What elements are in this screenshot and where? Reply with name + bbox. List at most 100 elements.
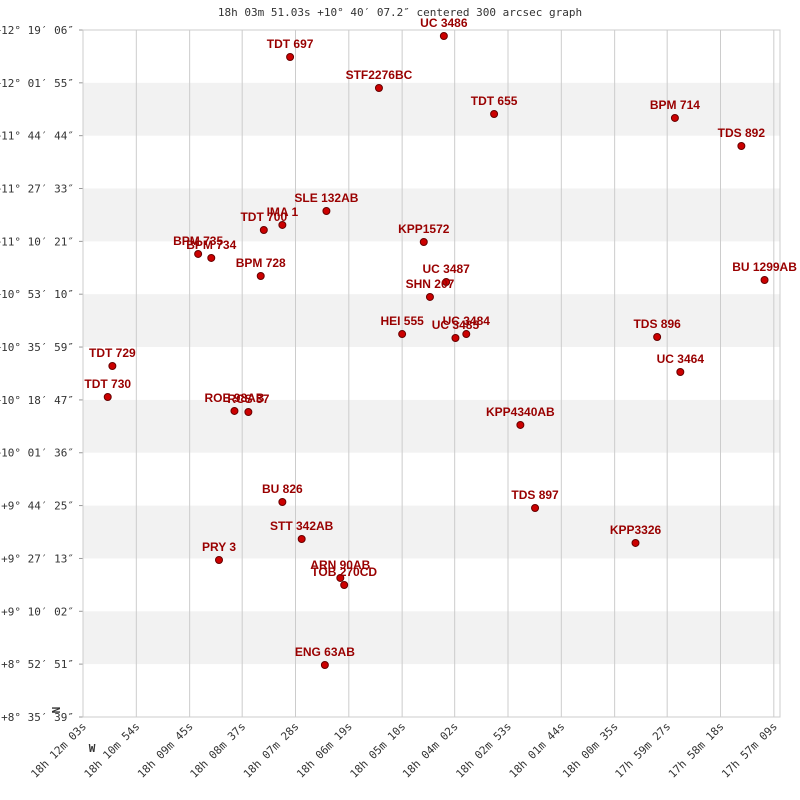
- star-label: RCS 37: [227, 392, 269, 406]
- star-label: BU 826: [262, 482, 303, 496]
- star-point: [442, 278, 451, 287]
- star-point: [286, 53, 295, 62]
- star-point: [103, 392, 112, 401]
- star-label: ENG 63AB: [295, 645, 355, 659]
- star-point: [516, 420, 525, 429]
- x-tick-label: 18h 04m 02s: [400, 720, 461, 781]
- star-point: [670, 113, 679, 122]
- star-label: BPM 714: [650, 98, 700, 112]
- y-tick-label: +9° 10′ 02″: [1, 605, 74, 618]
- star-point: [676, 367, 685, 376]
- x-tick-label: 17h 57m 09s: [719, 720, 780, 781]
- star-label: UC 3484: [443, 314, 491, 328]
- star-point: [215, 555, 223, 564]
- star-label: STT 342AB: [270, 519, 334, 533]
- y-tick-label: +12° 01′ 55″: [0, 77, 74, 90]
- star-label: TDT 730: [84, 377, 131, 391]
- star-point: [322, 206, 331, 215]
- star-label: TDS 897: [511, 488, 559, 502]
- y-tick-label: +11° 27′ 33″: [0, 182, 74, 195]
- star-point: [439, 31, 448, 40]
- star-point: [278, 497, 287, 506]
- star-point: [398, 330, 407, 339]
- y-axis-label: N: [50, 707, 63, 714]
- star-label: TDT 729: [89, 346, 136, 360]
- grid-band: [83, 188, 780, 242]
- y-tick-label: +11° 44′ 44″: [0, 130, 74, 143]
- star-point: [462, 330, 471, 339]
- star-point: [297, 534, 306, 543]
- star-label: UC 3486: [420, 16, 468, 30]
- star-label: TDS 896: [633, 317, 681, 331]
- star-label: KPP1572: [398, 222, 450, 236]
- chart-title: 18h 03m 51.03s +10° 40′ 07.2″ centered 3…: [218, 6, 582, 19]
- star-label: BPM 728: [236, 256, 286, 270]
- star-point: [340, 581, 349, 590]
- grid-band: [83, 294, 780, 348]
- star-label: UC 3487: [422, 262, 470, 276]
- star-label: IMA 1: [267, 205, 299, 219]
- star-point: [737, 142, 746, 151]
- star-label: PRY 3: [202, 540, 236, 554]
- star-point: [425, 292, 434, 301]
- x-tick-label: 18h 01m 44s: [507, 720, 568, 781]
- x-tick-label: 18h 06m 19s: [294, 720, 355, 781]
- y-tick-label: +10° 01′ 36″: [0, 447, 74, 460]
- star-point: [653, 332, 662, 341]
- y-tick-label: +11° 10′ 21″: [0, 235, 74, 248]
- star-point: [108, 361, 117, 370]
- star-point: [207, 253, 216, 262]
- star-label: UC 3485: [432, 318, 480, 332]
- star-label: KPP3326: [610, 523, 662, 537]
- star-point: [194, 249, 203, 258]
- grid: [82, 30, 780, 717]
- star-point: [760, 276, 769, 285]
- star-point: [490, 109, 499, 118]
- x-tick-label: 18h 08m 37s: [188, 720, 249, 781]
- star-point: [631, 538, 640, 547]
- star-point: [320, 660, 329, 669]
- star-label: UC 3464: [657, 352, 705, 366]
- x-tick-label: 18h 12m 03s: [28, 720, 89, 781]
- star-point: [230, 406, 239, 415]
- star-label: TDT 700: [240, 210, 287, 224]
- star-label: BPM 735: [173, 234, 223, 248]
- star-label: ROE 98AB: [204, 391, 264, 405]
- star-label: SLE 132AB: [294, 191, 358, 205]
- star-label: BU 1299AB: [732, 260, 797, 274]
- star-label: TOB 270CD: [311, 565, 377, 579]
- star-label: BPM 734: [186, 238, 236, 252]
- x-tick-label: 17h 59m 27s: [613, 720, 674, 781]
- plot-border: [82, 29, 781, 718]
- grid-band: [83, 399, 780, 453]
- grid-band: [83, 82, 780, 136]
- star-point: [531, 503, 540, 512]
- star-point: [256, 272, 265, 281]
- star-point: [244, 408, 253, 417]
- y-tick-label: +10° 53′ 10″: [0, 288, 74, 301]
- star-label: TDT 655: [471, 94, 518, 108]
- star-point: [451, 334, 460, 343]
- y-tick-label: +9° 44′ 25″: [1, 500, 74, 513]
- x-tick-label: 17h 58m 18s: [666, 720, 727, 781]
- y-tick-label: +10° 18′ 47″: [0, 394, 74, 407]
- x-tick-label: 18h 07m 28s: [241, 720, 302, 781]
- star-label: SHN 207: [406, 277, 455, 291]
- star-label: HEI 555: [380, 314, 424, 328]
- star-point: [336, 573, 345, 582]
- y-tick-label: +10° 35′ 59″: [0, 341, 74, 354]
- x-axis-label: W: [89, 742, 96, 755]
- y-tick-label: +8° 52′ 51″: [1, 658, 74, 671]
- star-point: [374, 84, 383, 93]
- y-tick-label: +8° 35′ 39″: [1, 711, 74, 724]
- star-label: TDT 697: [267, 37, 314, 51]
- star-label: KPP4340AB: [486, 405, 555, 419]
- star-point: [419, 237, 428, 246]
- star-point: [278, 220, 287, 229]
- star-label: TDS 892: [718, 126, 766, 140]
- y-tick-label: +9° 27′ 13″: [1, 552, 74, 565]
- y-tick-label: +12° 19′ 06″: [0, 24, 74, 37]
- x-tick-label: 18h 02m 53s: [453, 720, 514, 781]
